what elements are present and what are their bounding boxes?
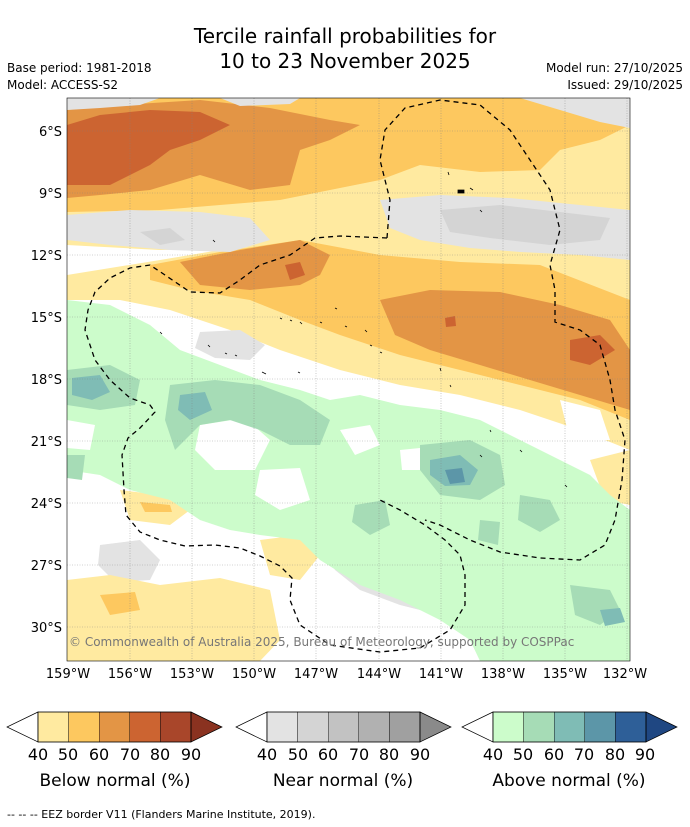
lon-label: 153°W [170,667,214,682]
legend-swatch [328,711,360,743]
legend-swatch [266,711,298,743]
legend-swatch [358,711,390,743]
lat-label: 24°S [31,497,62,512]
legend-below-colorbar [6,711,223,743]
legend-swatch [37,711,69,743]
legend-swatch [389,711,421,743]
lon-label: 144°W [357,667,401,682]
legend-tick: 70 [119,745,141,764]
island-marks [159,171,568,488]
model-name: Model: ACCESS-S2 [7,78,119,92]
legend-outline [492,711,647,743]
lon-label: 135°W [543,667,587,682]
legend-tick: 80 [378,745,400,764]
legend-swatch [523,711,555,743]
lon-label: 150°W [232,667,276,682]
lat-label: 9°S [39,187,62,202]
lon-label: 156°W [108,667,152,682]
legend-swatch [98,711,130,743]
legend-above-label: Above normal (%) [492,771,646,791]
legend-tick: 70 [348,745,370,764]
below-60-band-middle [180,240,630,410]
legend-tick: 40 [256,745,278,764]
legend-extend-high [645,711,678,743]
legend-tick: 60 [317,745,339,764]
lat-label: 18°S [31,373,62,388]
lat-label: 6°S [39,125,62,140]
legend-tick: 40 [482,745,504,764]
legend-extend-low [235,711,268,743]
legend-tick: 50 [287,745,309,764]
lon-label: 141°W [419,667,463,682]
base-period: Base period: 1981-2018 [7,61,152,75]
lat-label: 30°S [31,621,62,636]
below-70-patch-north [67,110,230,185]
legend-tick: 50 [512,745,534,764]
below-40-patches-south [67,450,630,661]
legend-tick: 50 [57,745,79,764]
title-line-1: Tercile rainfall probabilities for [193,24,497,48]
legend-tick: 80 [149,745,171,764]
legend-tick: 90 [409,745,431,764]
legend-extend-high [190,711,223,743]
map-frame [66,97,631,662]
legend-tick: 90 [180,745,202,764]
eez-border [84,99,626,653]
legend-outline [266,711,421,743]
legend-swatch [554,711,586,743]
lon-label: 138°W [481,667,525,682]
legend-swatch [584,711,616,743]
model-run: Model run: 27/10/2025 [545,61,683,75]
below-50-patches-south [100,502,172,615]
meta-right: Model run: 27/10/2025 Issued: 29/10/2025 [546,60,683,94]
legend-swatch [615,711,647,743]
near-40-patch-d [195,330,265,360]
lon-label: 159°W [46,667,90,682]
legend-swatch [160,711,192,743]
map-canvas: © Commonwealth of Australia 2025, Bureau… [67,98,630,661]
below-70-patches-middle [285,262,615,365]
legend-near-label: Near normal (%) [272,771,414,791]
title-line-2: 10 to 23 November 2025 [219,49,471,73]
legend-above-colorbar [461,711,678,743]
legend-tick: 60 [543,745,565,764]
meta-left: Base period: 1981-2018 Model: ACCESS-S2 [7,60,152,94]
no-signal-holes [67,400,610,510]
lat-label: 21°S [31,435,62,450]
legend-tick: 80 [604,745,626,764]
eez-footnote: -- -- -- EEZ border V11 (Flanders Marine… [7,808,316,821]
legend-swatch [297,711,329,743]
legend-swatch [68,711,100,743]
legend-outline [37,711,192,743]
map-title: Tercile rainfall probabilities for 10 to… [0,24,690,74]
lon-labels: 159°W 156°W 153°W 150°W 147°W 144°W 141°… [46,667,647,682]
legend-extend-low [461,711,494,743]
legend-tick: 40 [27,745,49,764]
lon-label: 147°W [294,667,338,682]
lat-label: 15°S [31,311,62,326]
legend-tick: 60 [88,745,110,764]
legend-tick: 90 [634,745,656,764]
legend-swatch [492,711,524,743]
near-40-patch-c [67,98,630,128]
legend-extend-low [6,711,39,743]
lat-label: 12°S [31,249,62,264]
lat-label: 27°S [31,559,62,574]
lat-labels: 6°S 9°S 12°S 15°S 18°S 21°S 24°S 27°S 30… [31,125,62,636]
legend-swatch [129,711,161,743]
issued-date: Issued: 29/10/2025 [567,78,683,92]
near-50-patch [140,205,610,245]
above-70-patch [445,468,465,484]
legend-tick: 70 [573,745,595,764]
copyright-notice: © Commonwealth of Australia 2025, Bureau… [69,635,574,649]
legend-below-label: Below normal (%) [39,771,191,791]
legend-extend-high [419,711,452,743]
legend-near-colorbar [235,711,452,743]
lon-label: 132°W [603,667,647,682]
